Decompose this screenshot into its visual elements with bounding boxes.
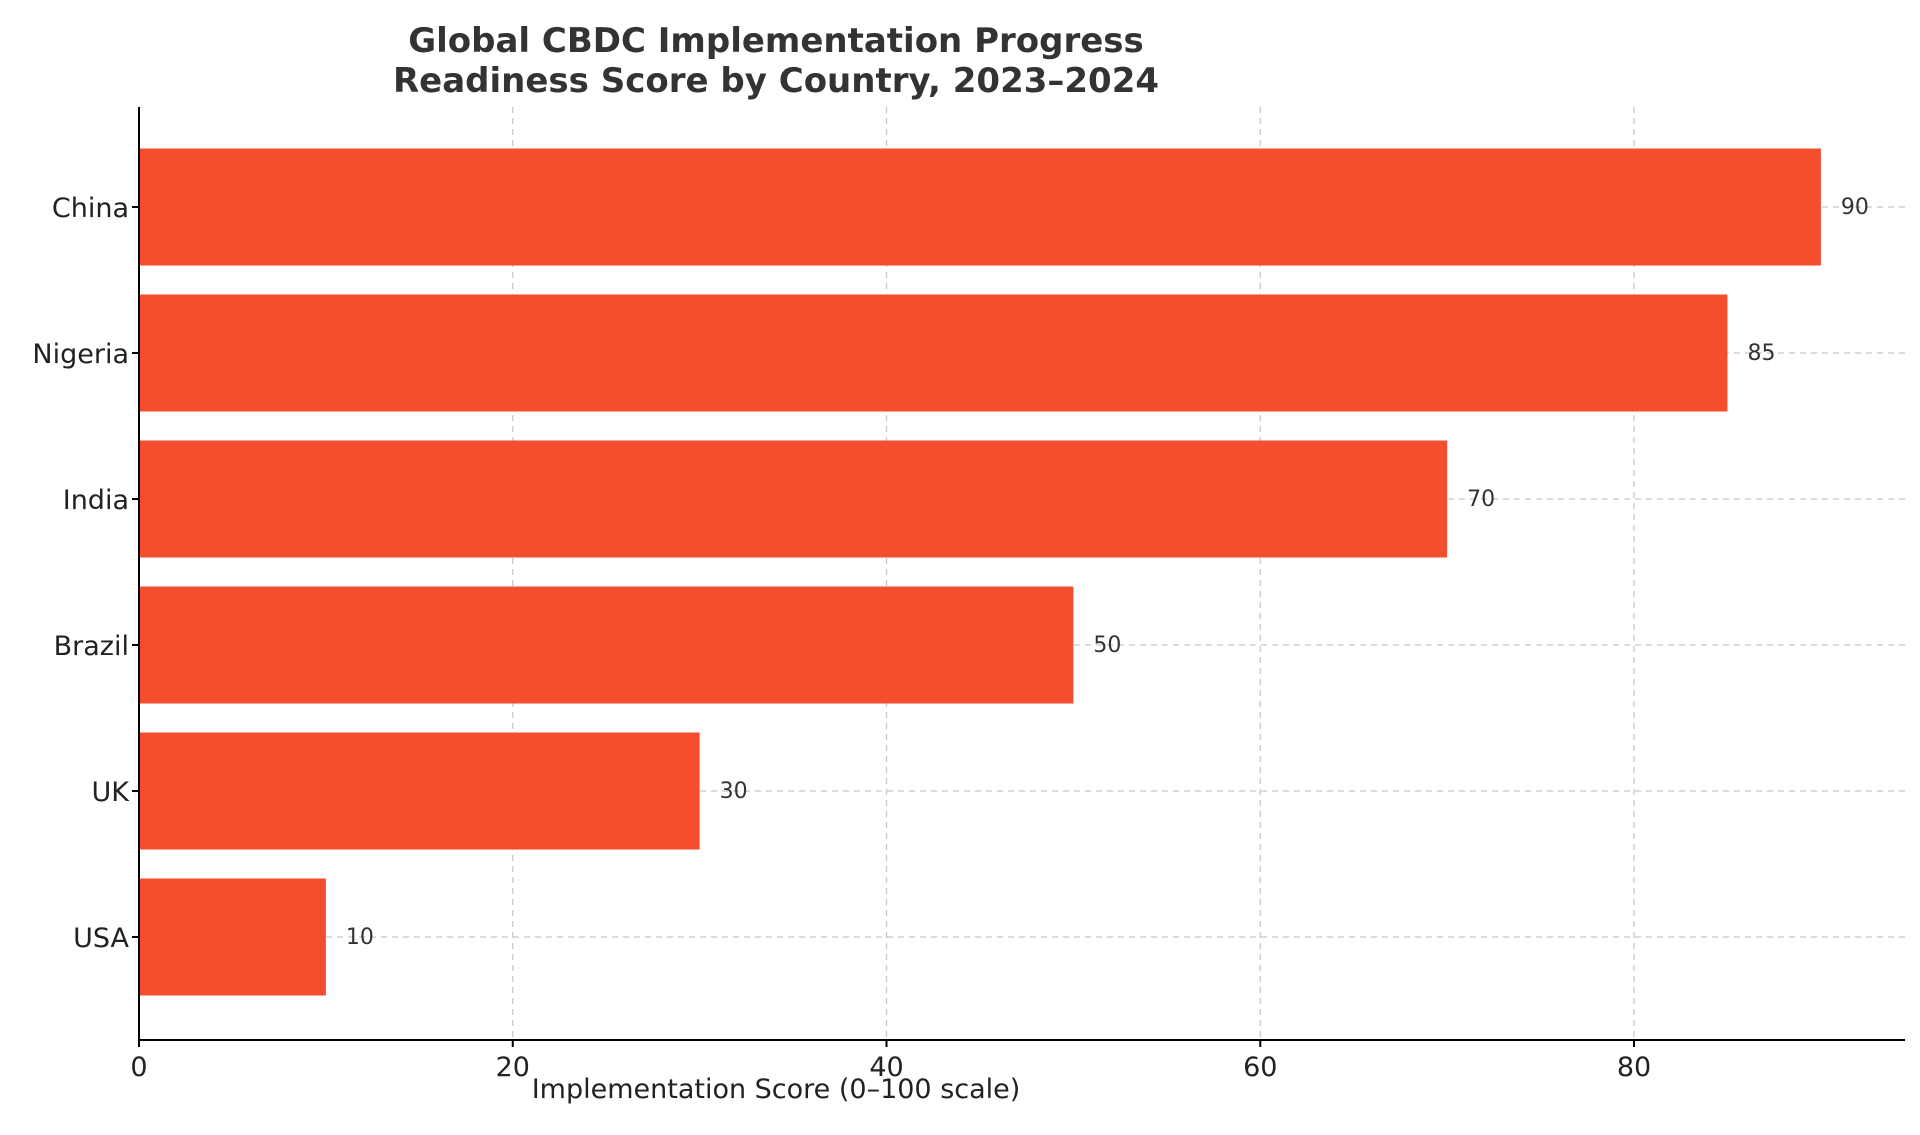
data-label-nigeria: 85 — [1747, 341, 1775, 366]
data-label-brazil: 50 — [1093, 633, 1121, 658]
y-tick-label-uk: UK — [92, 777, 131, 808]
data-label-india: 70 — [1467, 487, 1495, 512]
y-tick-label-china: China — [52, 193, 129, 224]
y-tick-label-usa: USA — [73, 923, 129, 954]
y-tick-label-nigeria: Nigeria — [32, 339, 129, 370]
data-label-china: 90 — [1841, 195, 1869, 220]
x-axis-label: Implementation Score (0–100 scale) — [532, 1074, 1021, 1105]
data-label-usa: 10 — [346, 925, 374, 950]
bar-uk — [139, 732, 700, 850]
x-tick-label: 80 — [1617, 1052, 1651, 1083]
data-labels: 90 85 70 50 30 10 — [346, 195, 1869, 950]
axes: China Nigeria India Brazil UK USA 0 20 40 60 80 — [32, 107, 1905, 1083]
bar-india — [139, 440, 1448, 558]
bar-nigeria — [139, 294, 1728, 412]
bars — [139, 148, 1821, 996]
x-tick-label: 20 — [496, 1052, 530, 1083]
data-label-uk: 30 — [720, 779, 748, 804]
x-tick-label: 0 — [130, 1052, 147, 1083]
chart-title-line2: Readiness Score by Country, 2023–2024 — [393, 61, 1159, 101]
chart-title-line1: Global CBDC Implementation Progress — [408, 21, 1144, 61]
y-tick-label-india: India — [63, 485, 129, 516]
x-tick-label: 60 — [1243, 1052, 1277, 1083]
bar-usa — [139, 878, 326, 996]
bar-brazil — [139, 586, 1074, 704]
x-tick-label: 40 — [869, 1052, 903, 1083]
y-tick-label-brazil: Brazil — [54, 631, 129, 662]
bar-china — [139, 148, 1821, 266]
